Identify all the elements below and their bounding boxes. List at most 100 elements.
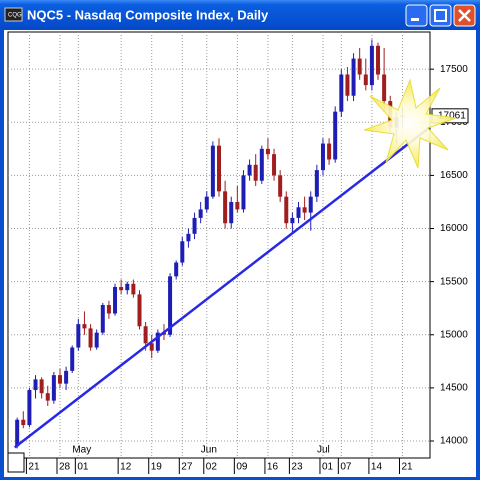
candle-body — [100, 305, 105, 333]
candle-body — [94, 332, 99, 348]
y-tick-label: 14000 — [440, 436, 468, 447]
x-tick-label: 27 — [181, 462, 193, 473]
x-tick-label: 23 — [291, 462, 303, 473]
month-label: Jun — [201, 445, 217, 456]
close-glyph — [458, 9, 471, 22]
candle-body — [265, 148, 270, 155]
x-tick-label: 21 — [401, 462, 413, 473]
y-tick-label: 16500 — [440, 170, 468, 181]
candle-body — [76, 324, 81, 348]
candle-body — [88, 328, 93, 348]
candle-body — [64, 370, 69, 384]
candle-body — [21, 419, 26, 426]
x-tick-label: 09 — [236, 462, 248, 473]
plot-frame — [7, 31, 431, 459]
x-tick-label: 14 — [371, 462, 383, 473]
candle-body — [314, 170, 319, 197]
candle-body — [33, 379, 38, 391]
candle-body — [198, 209, 203, 218]
candle-body — [382, 74, 387, 102]
candle-body — [339, 74, 344, 112]
candle-body — [137, 294, 142, 327]
candle-body — [308, 196, 313, 213]
x-tick-label: 21 — [28, 462, 40, 473]
candle-body — [302, 207, 307, 213]
candle-body — [345, 74, 350, 96]
x-tick-label: 12 — [120, 462, 132, 473]
month-label: Jul — [317, 445, 330, 456]
candle-body — [51, 375, 56, 401]
candle-body — [131, 283, 136, 295]
candle-body — [106, 305, 111, 314]
last-price-label: 17061 — [438, 110, 466, 121]
trendline — [13, 126, 431, 449]
candle-body — [125, 283, 130, 291]
candle-body — [217, 145, 221, 192]
candle-body — [70, 347, 75, 371]
x-tick-label: 01 — [77, 462, 89, 473]
candle-body — [210, 145, 215, 197]
candle-body — [278, 175, 283, 197]
candle-body — [351, 58, 356, 96]
close-button[interactable] — [453, 4, 476, 27]
minimize-glyph — [411, 18, 419, 21]
maximize-button[interactable] — [429, 4, 452, 27]
candle-body — [229, 201, 234, 224]
app-icon — [4, 7, 23, 22]
x-tick-label: 01 — [322, 462, 334, 473]
candle-body — [57, 375, 62, 384]
icon-glyph: CQG — [8, 13, 22, 19]
candle-body — [369, 45, 374, 86]
maximize-glyph — [434, 9, 447, 22]
candle-body — [27, 390, 32, 426]
candle-body — [223, 191, 228, 224]
candle-body — [82, 324, 87, 329]
minimize-box[interactable] — [405, 4, 428, 27]
candle-body — [376, 45, 381, 75]
candle-body — [192, 217, 197, 234]
candle-body — [204, 196, 209, 210]
candle-body — [143, 326, 148, 344]
candle-body — [241, 175, 246, 210]
candle-body — [272, 154, 277, 176]
y-tick-label: 15000 — [440, 329, 468, 340]
candle-body — [168, 276, 173, 335]
candle-body — [186, 233, 191, 242]
candle-body — [357, 58, 362, 75]
candle-body — [174, 262, 179, 277]
candle-body — [247, 164, 252, 176]
candle-body — [113, 286, 118, 314]
candle-body — [363, 74, 368, 86]
candle-body — [327, 143, 332, 160]
candle-body — [320, 143, 325, 171]
minimize-button[interactable] — [405, 4, 428, 27]
candle-body — [119, 286, 124, 291]
candle-body — [149, 343, 154, 351]
x-tick-label: 07 — [340, 462, 352, 473]
x-tick-label: 19 — [151, 462, 163, 473]
chart-area — [4, 30, 476, 477]
month-label: May — [72, 445, 91, 456]
candle-body — [235, 201, 240, 210]
maximize-box[interactable] — [429, 4, 452, 27]
candle-body — [259, 148, 264, 181]
candle-body — [45, 393, 50, 401]
candle-body — [39, 379, 44, 394]
candle-body — [180, 241, 185, 263]
window-title: NQC5 - Nasdaq Composite Index, Daily — [27, 7, 269, 22]
candle-body — [296, 207, 301, 218]
y-tick-label: 17500 — [440, 64, 468, 75]
corner-box[interactable] — [7, 452, 25, 473]
starburst — [363, 78, 457, 169]
title-bar — [0, 0, 480, 30]
y-tick-label: 15500 — [440, 276, 468, 287]
y-tick-label: 16000 — [440, 223, 468, 234]
candle-body — [155, 332, 160, 351]
candle-body — [253, 164, 258, 181]
candle-body — [284, 196, 289, 224]
x-tick-label: 16 — [267, 462, 279, 473]
candle-body — [15, 419, 20, 447]
candle-body — [290, 217, 295, 224]
x-tick-label: 28 — [59, 462, 71, 473]
